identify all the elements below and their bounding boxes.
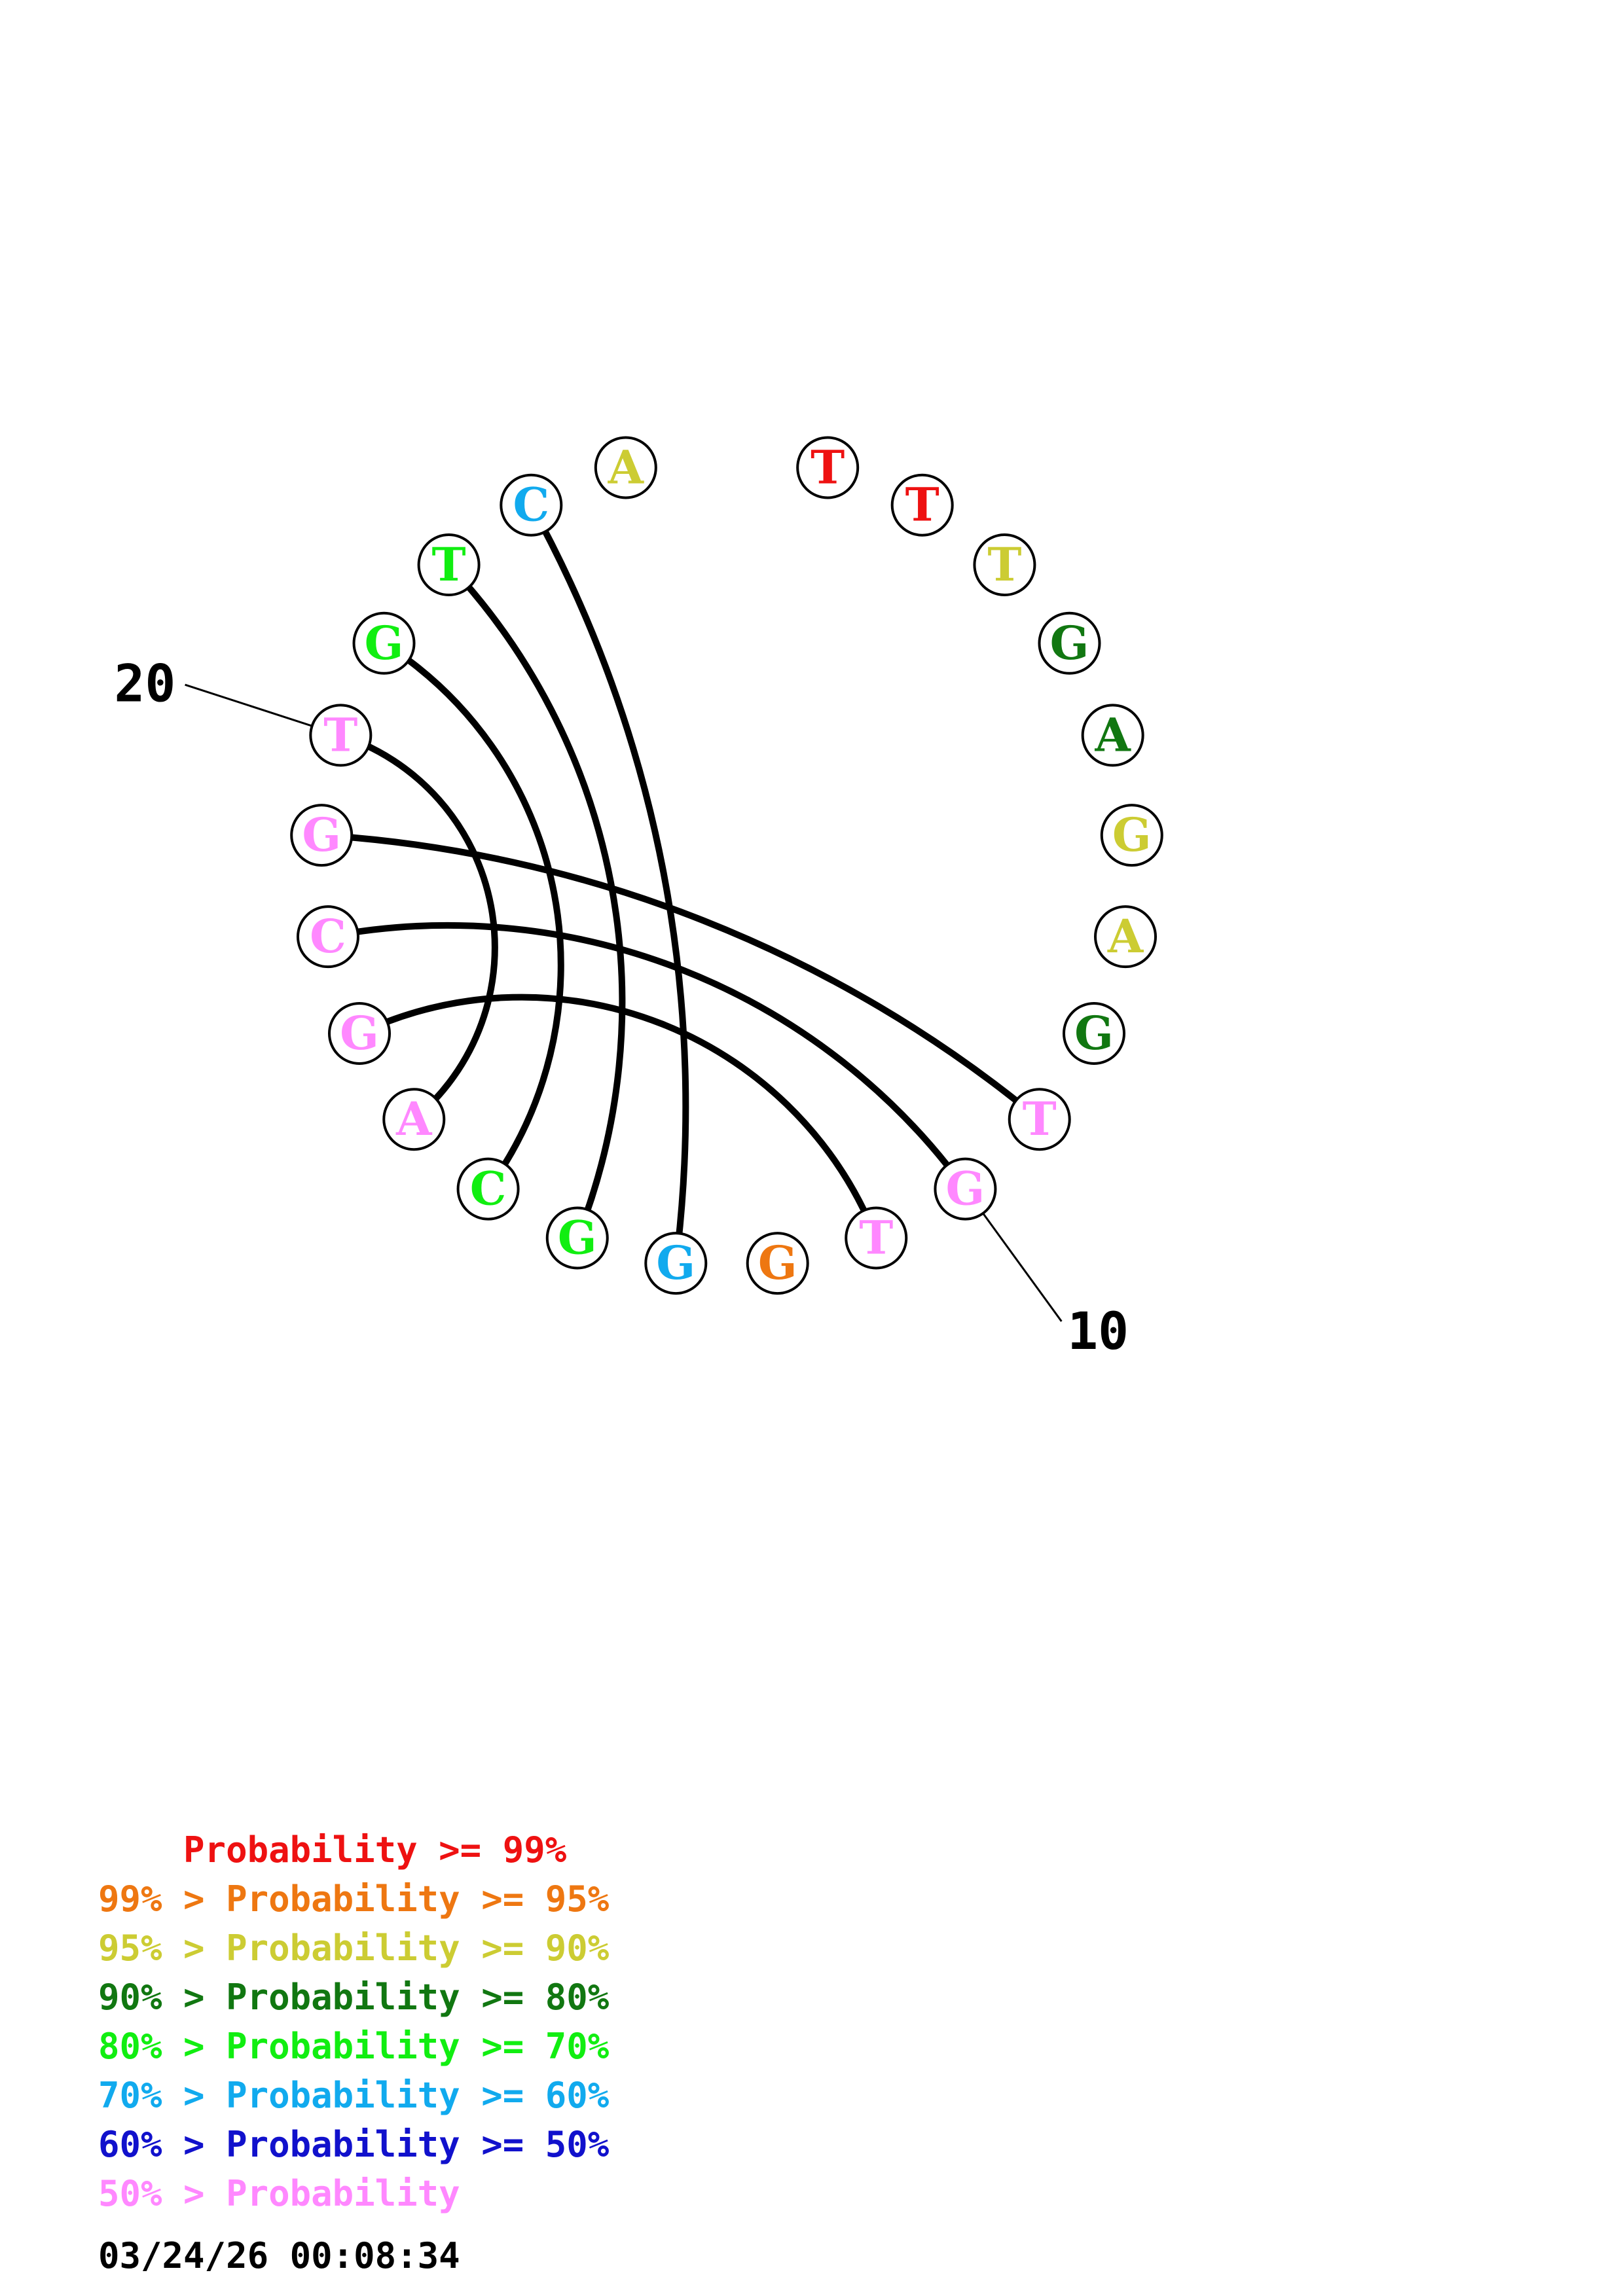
nucleotide-node: G — [644, 1232, 708, 1295]
nucleotide-letter: T — [859, 1210, 893, 1265]
nucleotide-letter: G — [302, 808, 341, 862]
nucleotide-node: G — [1038, 611, 1101, 675]
nucleotide-circle — [309, 704, 373, 767]
position-label: 10 — [1067, 1302, 1129, 1361]
nucleotide-letter: G — [1050, 616, 1089, 670]
nucleotide-circle — [1038, 611, 1101, 675]
base-pair-arc — [357, 994, 879, 1240]
timestamp: 03/24/26 00:08:34 — [98, 2235, 460, 2276]
nucleotide-letter: G — [1112, 808, 1152, 862]
nucleotide-circle — [973, 533, 1036, 597]
nucleotide-letter: A — [1094, 708, 1131, 762]
nucleotide-letter: G — [1074, 1006, 1114, 1060]
position-tick — [982, 1212, 1063, 1322]
nucleotide-node: A — [594, 436, 657, 499]
nucleotide-letter: T — [905, 478, 939, 532]
nucleotide-letter: G — [946, 1162, 985, 1216]
nucleotide-node: T — [1008, 1088, 1071, 1151]
nucleotide-circle — [796, 436, 860, 499]
legend-line-1: Probability >= 99% — [98, 1829, 567, 1871]
nucleotide-letter: G — [365, 616, 404, 670]
nucleotide-circle — [594, 436, 657, 499]
nucleotide-circle — [1008, 1088, 1071, 1151]
base-pair-arc — [446, 562, 626, 1240]
nucleotide-letter: C — [470, 1162, 507, 1216]
nucleotide-circle — [352, 611, 416, 675]
nucleotide-circle — [1100, 804, 1163, 867]
base-pair-arc — [339, 732, 498, 1122]
nucleotide-node: T — [417, 533, 481, 597]
base-pair-arc — [528, 503, 689, 1264]
nucleotide-letter: T — [1023, 1092, 1057, 1146]
nucleotide-letter: C — [513, 478, 549, 532]
legend-line-6: 70% > Probability >= 60% — [98, 2075, 610, 2116]
base-pair-arc — [327, 922, 968, 1191]
nucleotide-circle — [1094, 905, 1158, 969]
nucleotide-node: T — [845, 1206, 908, 1270]
nucleotide-letter: G — [340, 1006, 379, 1060]
nucleotide-letter: G — [656, 1236, 695, 1290]
nucleotide-circle — [328, 1001, 392, 1065]
legend-line-2: 99% > Probability >= 95% — [98, 1878, 610, 1920]
nucleotide-letter: T — [432, 537, 466, 592]
position-labels: 10 20 — [114, 655, 1129, 1361]
nucleotide-circle — [934, 1157, 997, 1221]
legend-line-7: 60% > Probability >= 50% — [98, 2124, 610, 2165]
nucleotide-node: G — [1062, 1001, 1125, 1065]
nucleotide-node: G — [290, 804, 354, 867]
nucleotide-circle — [382, 1088, 446, 1151]
nucleotide-node: C — [500, 473, 563, 537]
nucleotide-node: G — [1100, 804, 1163, 867]
nucleotide-letter: A — [395, 1092, 433, 1146]
nucleotide-node: G — [934, 1157, 997, 1221]
nucleotide-node: T — [309, 704, 373, 767]
nucleotide-letter: G — [758, 1236, 797, 1290]
position-label: 20 — [114, 655, 175, 714]
nucleotide-circle — [296, 905, 359, 969]
nucleotide-node: A — [382, 1088, 446, 1151]
position-tick — [185, 683, 313, 727]
nucleotide-letter: G — [558, 1210, 597, 1265]
nucleotide-circle — [644, 1232, 708, 1295]
nucleotide-node: G — [352, 611, 416, 675]
nucleotide-circle — [1081, 704, 1144, 767]
nucleotide-circle — [456, 1157, 520, 1221]
nucleotide-node: T — [796, 436, 860, 499]
legend-line-4: 90% > Probability >= 80% — [98, 1977, 610, 2018]
position-ticks — [185, 683, 1063, 1322]
nucleotide-node: C — [456, 1157, 520, 1221]
nucleotide-node: G — [545, 1206, 609, 1270]
nucleotide-circle — [500, 473, 563, 537]
nucleotide-letter: A — [608, 440, 645, 494]
legend-line-3: 95% > Probability >= 90% — [98, 1928, 610, 1969]
nucleotide-letter: T — [811, 440, 845, 494]
legend-line-5: 80% > Probability >= 70% — [98, 2026, 610, 2067]
nucleotide-node: C — [296, 905, 359, 969]
nucleotide-node: G — [328, 1001, 392, 1065]
nucleotide-node: T — [973, 533, 1036, 597]
nucleotide-circle — [1062, 1001, 1125, 1065]
nucleotide-node: A — [1081, 704, 1144, 767]
nucleotide-node: A — [1094, 905, 1158, 969]
base-pair-arc — [321, 832, 1042, 1122]
nucleotide-letter: T — [323, 708, 357, 762]
nucleotide-letter: A — [1107, 909, 1144, 963]
nucleotide-node: T — [890, 473, 954, 537]
nucleotide-circle — [746, 1232, 809, 1295]
base-pair-arc — [382, 640, 564, 1191]
nucleotide-letter: C — [310, 909, 346, 963]
nucleotide-circle — [545, 1206, 609, 1270]
nucleotide-circle — [845, 1206, 908, 1270]
nucleotide-circle — [417, 533, 481, 597]
nucleotide-circle — [290, 804, 354, 867]
nucleotide-node: G — [746, 1232, 809, 1295]
nucleotide-letter: T — [987, 537, 1021, 592]
legend-line-8: 50% > Probability — [98, 2173, 460, 2214]
nucleotide-circle — [890, 473, 954, 537]
base-pair-arcs — [321, 503, 1042, 1264]
